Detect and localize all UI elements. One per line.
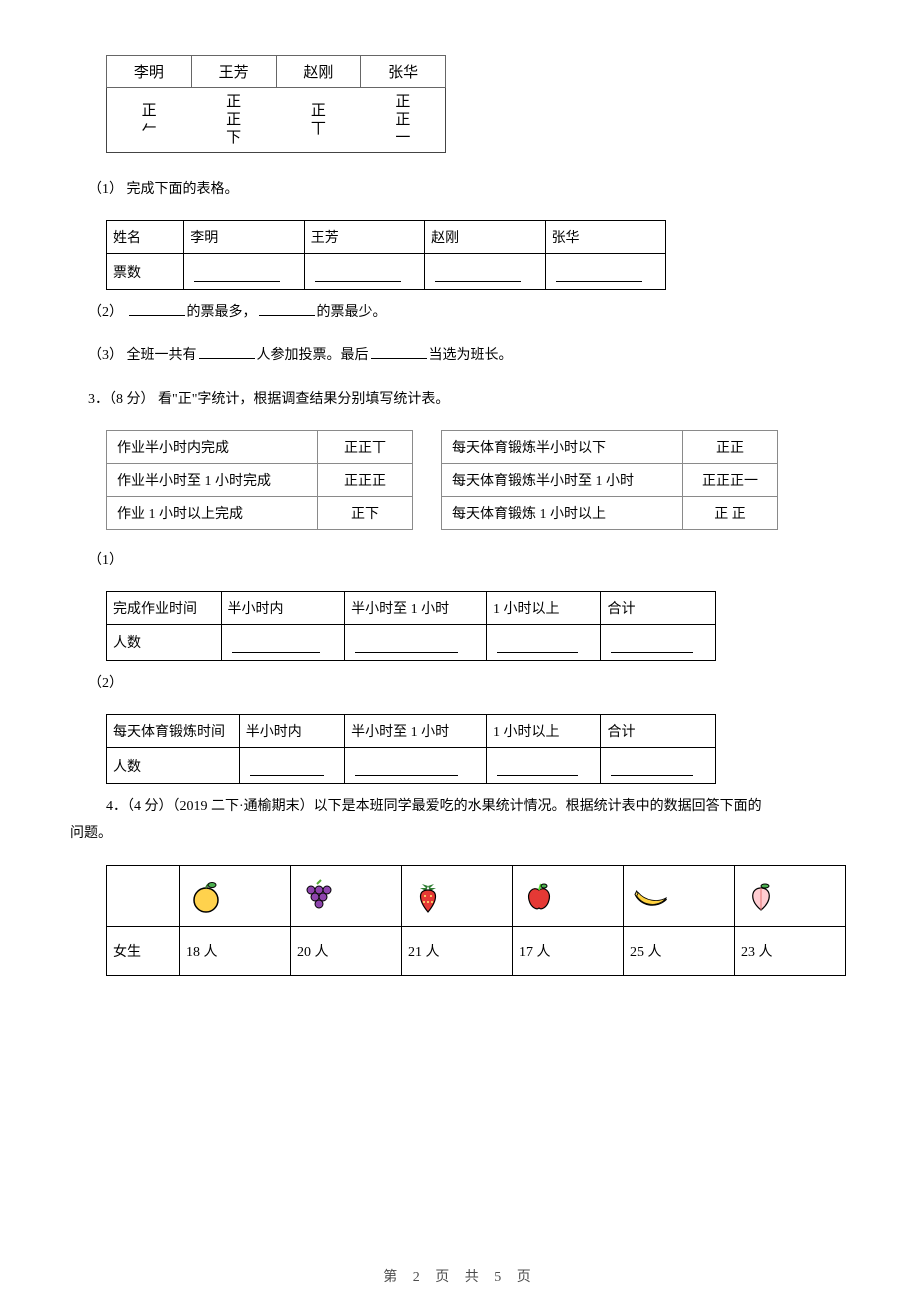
homework-fill-table: 完成作业时间 半小时内 半小时至 1 小时 1 小时以上 合计 人数 <box>106 591 716 661</box>
vote-table-header: 李明 <box>184 221 304 254</box>
question-1-2: （2） 的票最多，的票最少。 <box>88 300 832 325</box>
ex-tally-label: 每天体育锻炼半小时至 1 小时 <box>442 463 683 496</box>
tally-cell: 正 𠂉 <box>107 88 192 153</box>
strawberry-icon <box>402 865 513 926</box>
hw-tally-label: 作业半小时至 1 小时完成 <box>107 463 318 496</box>
tally-header: 王芳 <box>191 56 276 88</box>
fill-in-blank[interactable] <box>129 301 185 316</box>
hw-tally-value: 正正正 <box>318 463 413 496</box>
vote-fill-table: 姓名 李明 王芳 赵刚 张华 票数 <box>106 220 666 290</box>
ex-tally-value: 正正 <box>683 430 778 463</box>
ex-tally-value: 正 正 <box>683 496 778 529</box>
hw-blank[interactable] <box>601 624 716 660</box>
fill-in-blank[interactable] <box>199 344 255 359</box>
homework-tally-table: 作业半小时内完成 正正丅 作业半小时至 1 小时完成 正正正 作业 1 小时以上… <box>106 430 413 530</box>
fruit-table: 女生 18 人 20 人 21 人 17 人 25 人 23 人 <box>106 865 846 976</box>
exercise-tally-table: 每天体育锻炼半小时以下 正正 每天体育锻炼半小时至 1 小时 正正正一 每天体育… <box>441 430 778 530</box>
ex-blank[interactable] <box>239 748 344 784</box>
tally-cell: 正 丅 <box>276 88 361 153</box>
ex-tally-label: 每天体育锻炼半小时以下 <box>442 430 683 463</box>
ex-tally-value: 正正正一 <box>683 463 778 496</box>
question-1-1: （1） 完成下面的表格。 <box>88 177 832 202</box>
question-4: 4．（4 分）（2019 二下·通榆期末）以下是本班同学最爱吃的水果统计情况。根… <box>88 794 832 819</box>
fruit-blank-header <box>107 865 180 926</box>
fruit-value: 25 人 <box>624 926 735 975</box>
question-3-2: （2） <box>88 671 832 696</box>
fruit-value: 20 人 <box>291 926 402 975</box>
peach-icon <box>735 865 846 926</box>
ex-blank[interactable] <box>345 748 487 784</box>
vote-table-rowlabel: 票数 <box>107 254 184 290</box>
fill-in-blank[interactable] <box>371 344 427 359</box>
hw-header: 完成作业时间 <box>107 591 222 624</box>
grape-icon <box>291 865 402 926</box>
tally-header: 张华 <box>361 56 446 88</box>
tally-cell: 正 正 下 <box>191 88 276 153</box>
fruit-value: 18 人 <box>180 926 291 975</box>
tally-cell: 正 正 一 <box>361 88 446 153</box>
ex-header: 每天体育锻炼时间 <box>107 715 240 748</box>
ex-blank[interactable] <box>601 748 716 784</box>
fill-in-blank[interactable] <box>259 301 315 316</box>
ex-blank[interactable] <box>486 748 601 784</box>
hw-header: 1 小时以上 <box>486 591 601 624</box>
hw-tally-label: 作业 1 小时以上完成 <box>107 496 318 529</box>
fruit-value: 21 人 <box>402 926 513 975</box>
apple-icon <box>513 865 624 926</box>
exercise-fill-table: 每天体育锻炼时间 半小时内 半小时至 1 小时 1 小时以上 合计 人数 <box>106 714 716 784</box>
ex-rowlabel: 人数 <box>107 748 240 784</box>
fruit-value: 23 人 <box>735 926 846 975</box>
vote-table-header: 张华 <box>545 221 665 254</box>
tally-vote-table: 李明 王芳 赵刚 张华 正 𠂉 正 正 下 正 丅 正 正 <box>106 55 446 153</box>
fruit-value: 17 人 <box>513 926 624 975</box>
vote-blank[interactable] <box>304 254 424 290</box>
fruit-row-label: 女生 <box>107 926 180 975</box>
hw-rowlabel: 人数 <box>107 624 222 660</box>
hw-blank[interactable] <box>221 624 345 660</box>
question-3: 3．（8 分） 看"正"字统计，根据调查结果分别填写统计表。 <box>88 387 832 412</box>
hw-blank[interactable] <box>486 624 601 660</box>
ex-header: 半小时内 <box>239 715 344 748</box>
orange-icon <box>180 865 291 926</box>
hw-tally-value: 正下 <box>318 496 413 529</box>
ex-header: 1 小时以上 <box>486 715 601 748</box>
vote-blank[interactable] <box>184 254 304 290</box>
hw-blank[interactable] <box>345 624 487 660</box>
hw-header: 合计 <box>601 591 716 624</box>
ex-header: 合计 <box>601 715 716 748</box>
question-3-1: （1） <box>88 548 832 573</box>
hw-tally-value: 正正丅 <box>318 430 413 463</box>
hw-tally-label: 作业半小时内完成 <box>107 430 318 463</box>
page-footer: 第 2 页 共 5 页 <box>0 1266 920 1286</box>
vote-blank[interactable] <box>425 254 545 290</box>
vote-blank[interactable] <box>545 254 665 290</box>
question-1-3: （3） 全班一共有人参加投票。最后当选为班长。 <box>88 343 832 368</box>
banana-icon <box>624 865 735 926</box>
vote-table-header: 王芳 <box>304 221 424 254</box>
hw-header: 半小时至 1 小时 <box>345 591 487 624</box>
tally-header: 赵刚 <box>276 56 361 88</box>
tally-header: 李明 <box>107 56 192 88</box>
hw-header: 半小时内 <box>221 591 345 624</box>
ex-tally-label: 每天体育锻炼 1 小时以上 <box>442 496 683 529</box>
ex-header: 半小时至 1 小时 <box>345 715 487 748</box>
vote-table-header: 赵刚 <box>425 221 545 254</box>
question-4-cont: 问题。 <box>70 821 832 846</box>
vote-table-header: 姓名 <box>107 221 184 254</box>
